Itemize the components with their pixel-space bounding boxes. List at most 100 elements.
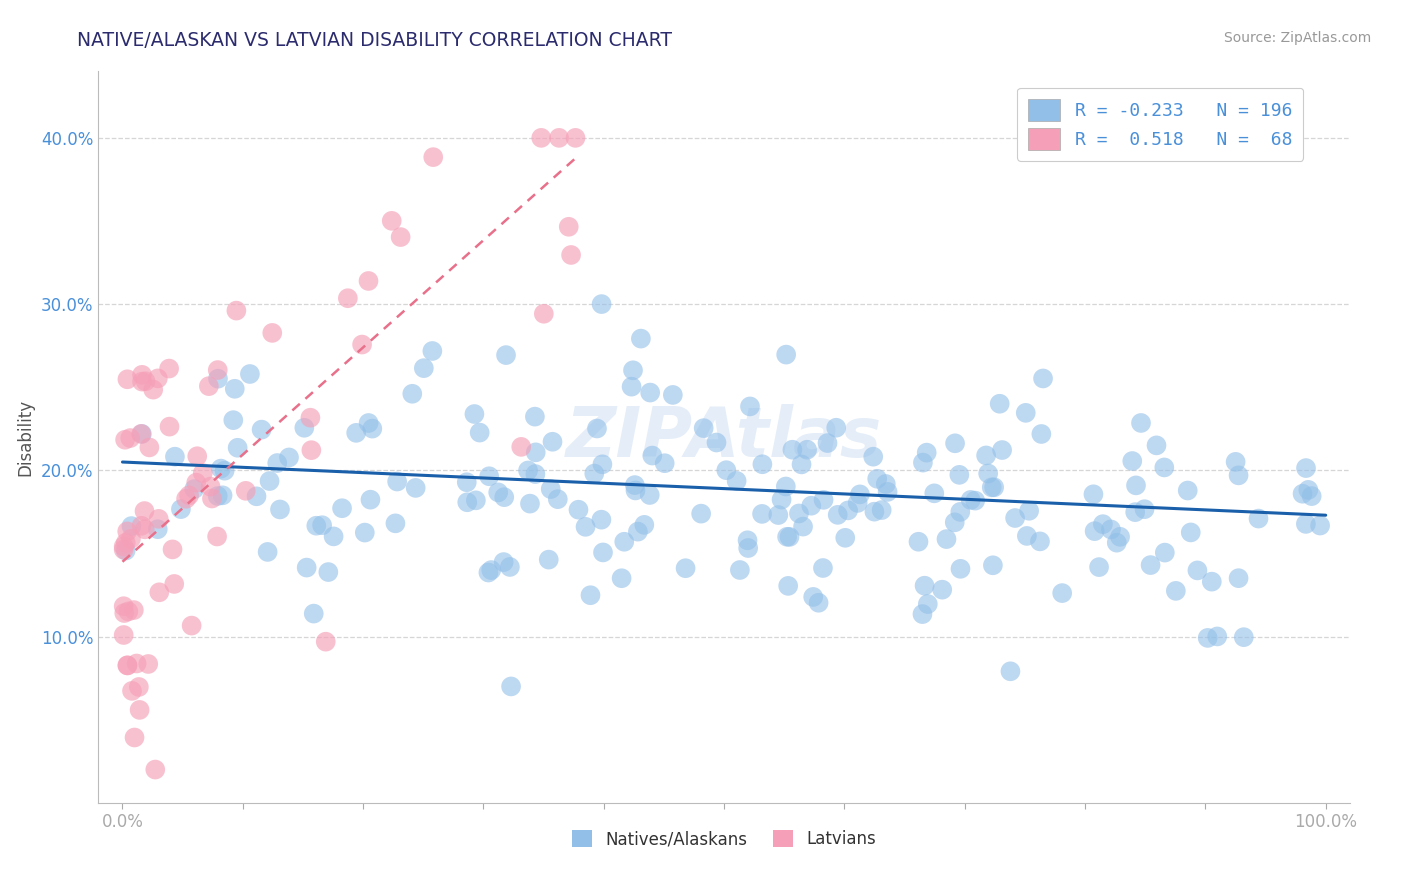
Point [591,458,613,472]
Point [560,248,582,262]
Point [866,472,889,486]
Point [200,480,222,494]
Point [1125,478,1147,492]
Point [620,379,643,393]
Point [131,518,153,533]
Point [239,367,262,381]
Point [579,588,602,602]
Point [591,513,613,527]
Point [1032,371,1054,385]
Point [162,542,184,557]
Point [1099,523,1122,537]
Text: NATIVE/ALASKAN VS LATVIAN DISABILITY CORRELATION CHART: NATIVE/ALASKAN VS LATVIAN DISABILITY COR… [77,31,672,50]
Point [977,467,1000,481]
Point [917,597,939,611]
Point [1004,511,1026,525]
Point [209,461,232,475]
Point [751,507,773,521]
Point [574,520,596,534]
Point [943,516,966,530]
Point [638,488,661,502]
Point [1091,517,1114,532]
Point [1227,468,1250,483]
Point [875,477,897,491]
Point [558,219,581,234]
Point [1227,571,1250,585]
Point [613,534,636,549]
Point [1309,518,1331,533]
Point [583,467,606,481]
Point [499,560,522,574]
Point [142,383,165,397]
Point [768,508,790,522]
Point [183,482,205,496]
Point [959,492,981,507]
Point [186,475,208,490]
Point [174,491,197,506]
Point [807,596,830,610]
Point [124,731,146,745]
Point [530,131,553,145]
Point [122,603,145,617]
Point [1015,529,1038,543]
Point [1109,530,1132,544]
Point [352,337,374,351]
Point [180,618,202,632]
Point [250,423,273,437]
Point [980,480,1002,494]
Point [827,508,849,522]
Point [143,763,166,777]
Point [517,463,540,477]
Point [262,326,284,340]
Point [949,505,972,519]
Point [305,518,328,533]
Point [1084,524,1107,538]
Point [211,488,233,502]
Point [148,585,170,599]
Point [138,441,160,455]
Text: ZIPAtlas: ZIPAtlas [567,403,882,471]
Point [790,458,813,472]
Point [779,530,801,544]
Point [121,684,143,698]
Point [456,495,478,509]
Point [226,441,249,455]
Point [477,566,499,580]
Point [131,426,153,441]
Point [524,445,547,459]
Point [315,634,337,648]
Point [148,512,170,526]
Point [412,361,434,376]
Point [654,456,676,470]
Point [422,150,444,164]
Point [318,565,340,579]
Point [591,297,613,311]
Point [170,502,193,516]
Point [302,607,325,621]
Point [225,303,247,318]
Point [813,492,835,507]
Point [198,379,221,393]
Point [775,479,797,493]
Point [1206,629,1229,643]
Point [330,501,353,516]
Point [1201,574,1223,589]
Point [915,445,938,459]
Point [299,443,322,458]
Point [825,421,848,435]
Point [782,442,804,457]
Point [1153,460,1175,475]
Point [384,516,406,531]
Point [201,491,224,506]
Point [128,680,150,694]
Point [638,385,661,400]
Point [811,561,834,575]
Point [120,519,142,533]
Y-axis label: Disability: Disability [15,399,34,475]
Point [948,467,970,482]
Point [1187,563,1209,577]
Point [135,374,157,388]
Point [114,543,136,558]
Point [120,431,142,445]
Point [692,421,714,435]
